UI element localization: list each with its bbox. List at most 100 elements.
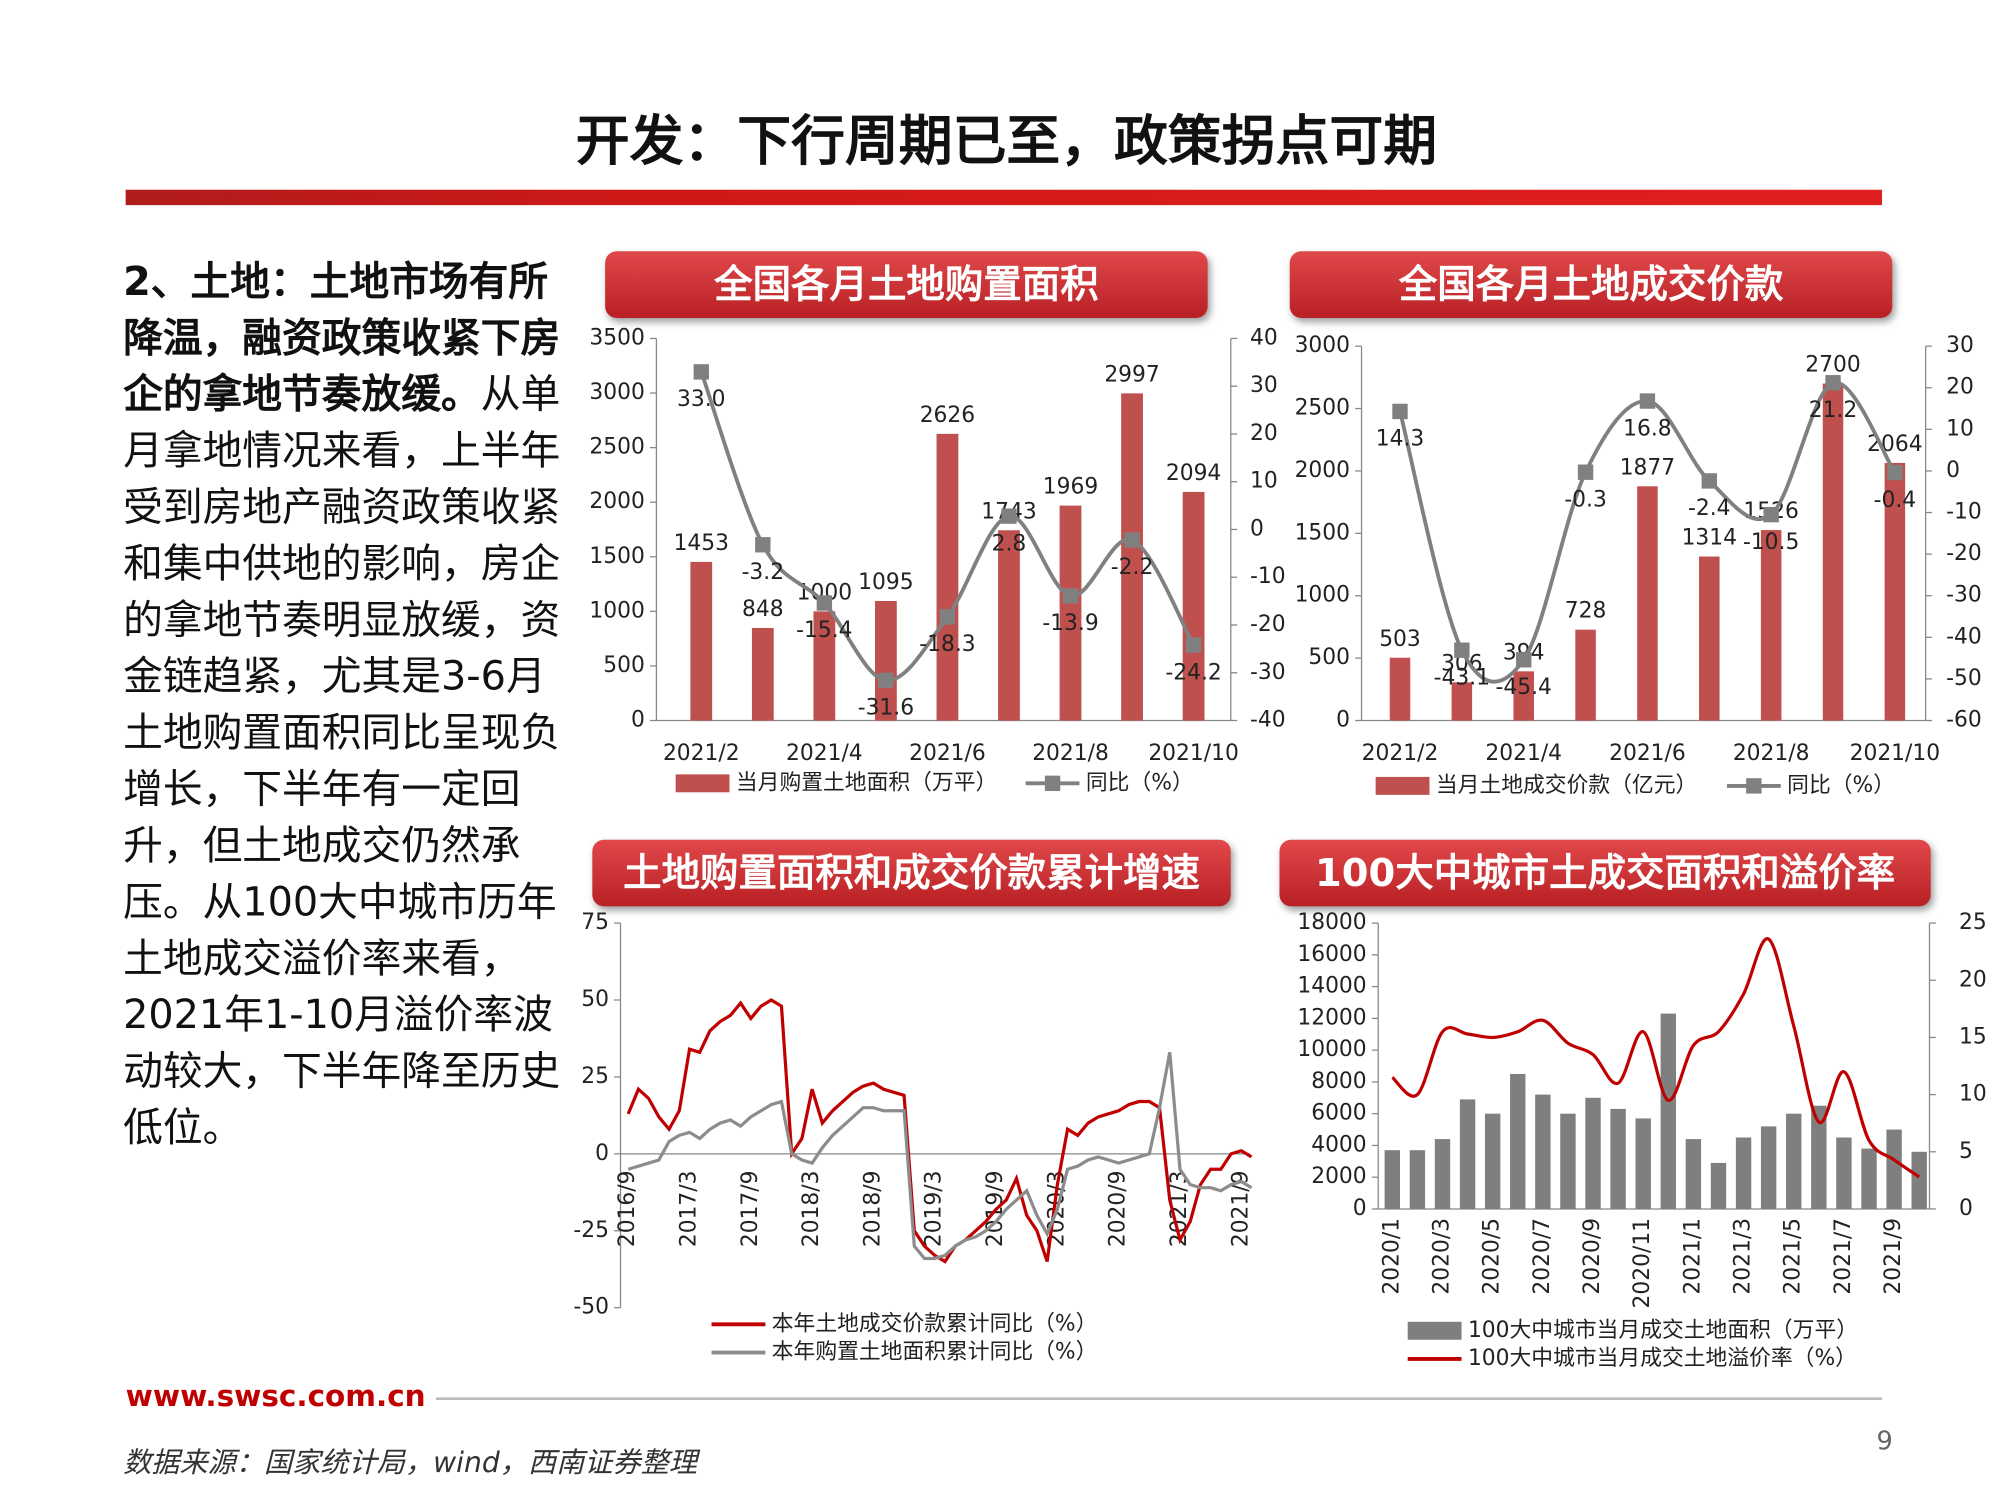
y-tick-label: 75	[581, 910, 609, 935]
y2-tick-label: 10	[1946, 416, 1974, 441]
bar	[1384, 1150, 1400, 1209]
bar-label: 1877	[1620, 455, 1675, 480]
legend-swatch	[1375, 776, 1430, 795]
bar	[1760, 530, 1782, 721]
bar	[1710, 1162, 1727, 1209]
x-tick-label: 2021/6	[1609, 741, 1686, 766]
x-tick-label: 2021/9	[1881, 1218, 1906, 1295]
line-marker	[939, 609, 956, 625]
bar	[936, 433, 959, 721]
chart-title: 全国各月土地成交价款	[1398, 263, 1784, 308]
line-marker	[1124, 532, 1140, 548]
y-tick-label: 1500	[1295, 520, 1350, 545]
line-label: -24.2	[1165, 660, 1221, 685]
y2-tick-label: 20	[1946, 375, 1974, 400]
bar	[1760, 1126, 1777, 1209]
y-tick-label: 25	[581, 1064, 609, 1089]
chart-banner	[1289, 251, 1893, 318]
line-label: -0.4	[1874, 488, 1917, 513]
chart-title: 100大中城市土成交面积和溢价率	[1315, 851, 1895, 896]
y2-tick-label: 20	[1250, 421, 1278, 446]
y2-tick-label: -40	[1946, 624, 1982, 649]
line-marker	[1701, 473, 1717, 489]
y2-tick-label: -30	[1250, 660, 1286, 685]
y-tick-label: 0	[1353, 1196, 1367, 1221]
x-tick-label: 2021/7	[1831, 1218, 1856, 1295]
x-tick-label: 2021/4	[1485, 741, 1562, 766]
bar	[1822, 383, 1844, 721]
y2-tick-label: 30	[1946, 333, 1974, 358]
y2-tick-label: -20	[1250, 612, 1286, 637]
bar	[875, 600, 897, 721]
line-label: 33.0	[677, 387, 726, 412]
bar	[751, 627, 774, 721]
line-label: 14.3	[1376, 427, 1424, 452]
y-tick-label: 50	[581, 987, 609, 1012]
bar	[1121, 393, 1143, 721]
y-tick-label: 2000	[1295, 458, 1350, 483]
line-label: -3.2	[742, 560, 785, 585]
slide-title: 开发：下行周期已至，政策拐点可期	[576, 110, 1437, 173]
x-tick-label: 2021/2	[663, 741, 740, 766]
bar	[1635, 1118, 1651, 1209]
bar	[1575, 629, 1596, 721]
line-label: 16.8	[1623, 416, 1672, 441]
legend-swatch	[675, 774, 730, 793]
bar	[1637, 486, 1658, 721]
body-box: 2、土地：土地市场有所降温，融资政策收紧下房企的拿地节奏放缓。从单月拿地情况来看…	[123, 259, 560, 1151]
y-tick-label: 2000	[589, 489, 644, 514]
bar	[1886, 1129, 1902, 1209]
line-marker	[1516, 652, 1532, 668]
page-number: 9	[1876, 1426, 1892, 1456]
y-tick-label: 10000	[1297, 1037, 1366, 1062]
bar-label: 2997	[1104, 362, 1159, 387]
y-tick-label: 8000	[1311, 1069, 1366, 1094]
y-tick-label: 16000	[1297, 942, 1366, 967]
y-tick-label: 4000	[1311, 1132, 1366, 1157]
bar	[1535, 1094, 1551, 1209]
x-tick-label: 2020/9	[1106, 1171, 1131, 1248]
bar	[1059, 505, 1082, 721]
line-label: -18.3	[919, 632, 975, 657]
line-marker	[1062, 588, 1079, 604]
bar	[1459, 1099, 1476, 1209]
y-tick-label: 18000	[1297, 910, 1366, 935]
legend-marker	[1044, 775, 1061, 792]
x-tick-label: 2016/9	[615, 1171, 640, 1248]
x-tick-label: 2020/5	[1480, 1218, 1505, 1295]
y2-tick-label: 20	[1959, 967, 1987, 992]
legend-label: 同比（%）	[1086, 770, 1194, 795]
line-marker	[1825, 375, 1841, 391]
legend-label: 同比（%）	[1787, 773, 1895, 798]
y-tick-label: 3500	[589, 325, 644, 350]
line-marker	[1001, 508, 1017, 524]
x-tick-label: 2021/8	[1733, 741, 1810, 766]
y2-tick-label: 40	[1250, 325, 1278, 350]
legend-label: 100大中城市当月成交土地溢价率（%）	[1468, 1346, 1857, 1371]
y-tick-label: 2500	[1295, 396, 1350, 421]
y-tick-label: 3000	[1295, 333, 1350, 358]
line-marker	[816, 595, 833, 611]
bar	[1513, 671, 1534, 721]
x-tick-label: 2018/3	[799, 1171, 824, 1248]
chart-banner	[592, 839, 1231, 907]
y-tick-label: 2500	[589, 435, 644, 460]
line-marker	[1887, 464, 1903, 481]
x-tick-label: 2021/3	[1731, 1218, 1756, 1295]
legend-label: 本年购置土地面积累计同比（%）	[772, 1340, 1098, 1365]
y-tick-label: 6000	[1311, 1101, 1366, 1126]
x-tick-label: 2021/8	[1032, 741, 1109, 766]
x-tick-label: 2020/9	[1580, 1218, 1605, 1295]
y2-tick-label: 25	[1959, 910, 1987, 935]
series-line	[1391, 937, 1921, 1179]
y2-tick-label: -60	[1946, 708, 1982, 733]
x-tick-label: 2017/3	[677, 1171, 702, 1248]
bar-label: 1453	[674, 531, 729, 556]
line-marker	[755, 537, 771, 553]
bar	[1585, 1097, 1601, 1209]
line-label: -2.4	[1688, 496, 1731, 521]
x-tick-label: 2020/11	[1630, 1218, 1655, 1309]
x-tick-label: 2021/5	[1781, 1218, 1806, 1295]
y-tick-label: 500	[1308, 645, 1350, 670]
